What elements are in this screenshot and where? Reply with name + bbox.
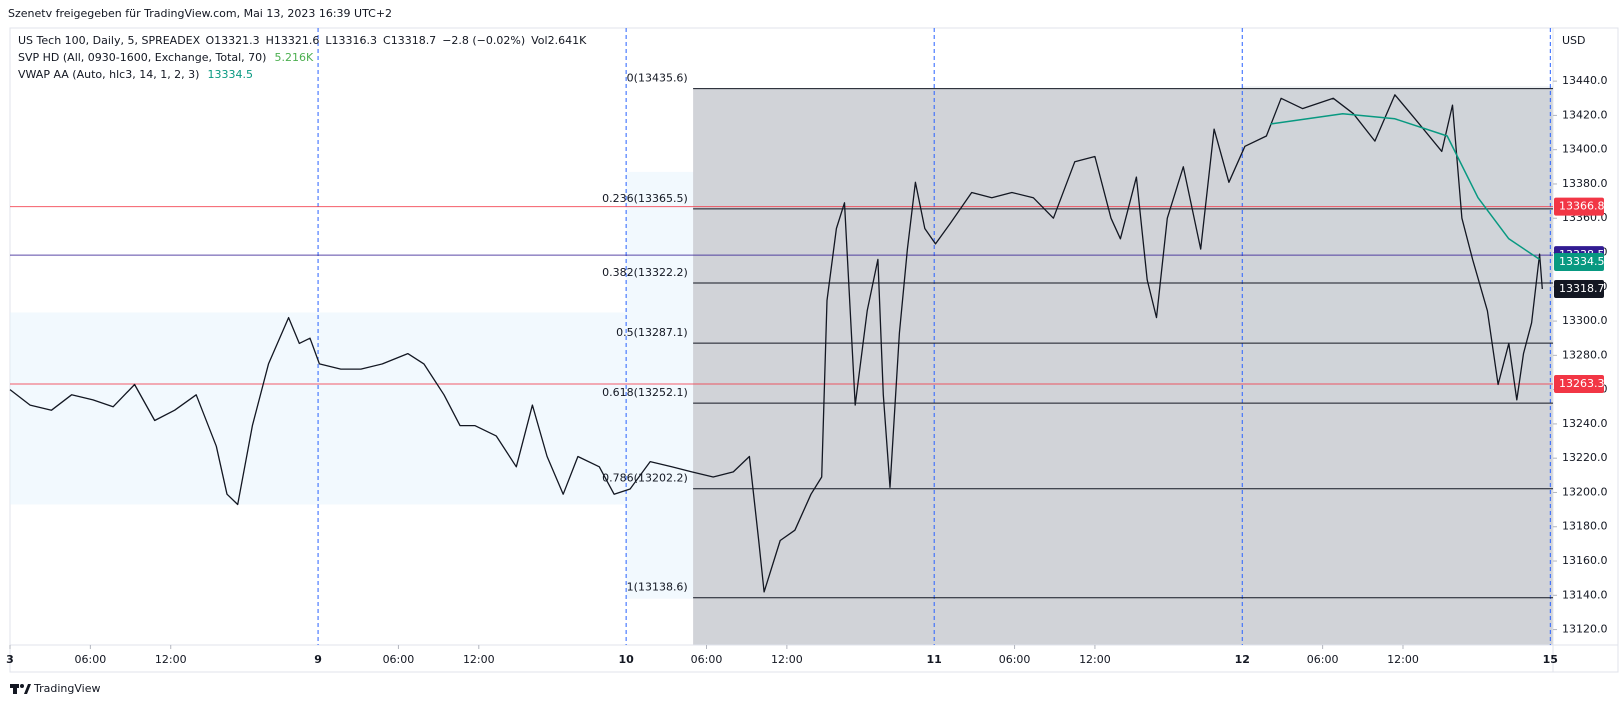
fib-label: 0.618(13252.1): [602, 386, 688, 399]
fib-shade: [693, 88, 1553, 645]
price-tag-label: 13318.7: [1559, 282, 1605, 295]
y-tick-label: 13120.0: [1562, 623, 1608, 636]
indicator-name: VWAP AA (Auto, hlc3, 14, 1, 2, 3): [18, 68, 199, 81]
y-tick-label: 13280.0: [1562, 348, 1608, 361]
indicator-legend: VWAP AA (Auto, hlc3, 14, 1, 2, 3) 13334.5: [18, 68, 253, 81]
series-name: US Tech 100, Daily, 5, SPREADEX: [18, 34, 201, 47]
x-tick-label: 06:00: [999, 653, 1031, 666]
y-tick-label: 13200.0: [1562, 485, 1608, 498]
x-tick-label: 11: [927, 653, 942, 666]
price-line: [9, 94, 1543, 593]
x-tick-label: 12:00: [463, 653, 495, 666]
fib-label: 0.786(13202.2): [602, 472, 688, 485]
ohlc-value: C13318.7: [383, 34, 436, 47]
x-tick-label: 12:00: [771, 653, 803, 666]
fib-label: 0.5(13287.1): [616, 326, 688, 339]
indicator-value: 13334.5: [207, 68, 253, 81]
y-tick-label: 13300.0: [1562, 314, 1608, 327]
price-tag: [1554, 280, 1604, 299]
ohlc-value: O13321.3: [205, 34, 259, 47]
price-tag-label: 13366.8: [1559, 200, 1605, 213]
ohlc-value: H13321.6: [266, 34, 320, 47]
fib-label: 0.382(13322.2): [602, 266, 688, 279]
chart-frame: [9, 27, 1619, 673]
y-tick-label: 13420.0: [1562, 108, 1608, 121]
ohlc-value: Vol2.641K: [531, 34, 587, 47]
logo: [10, 684, 31, 694]
indicator-legend: SVP HD (All, 0930-1600, Exchange, Total,…: [18, 51, 314, 64]
y-tick-label: 13380.0: [1562, 177, 1608, 190]
indicator-name: SVP HD (All, 0930-1600, Exchange, Total,…: [18, 51, 266, 64]
x-tick-label: 3: [6, 653, 14, 666]
x-tick-label: 12:00: [1387, 653, 1419, 666]
price-tag-label: 13263.3: [1559, 377, 1605, 390]
fib-label: 0(13435.6): [627, 72, 688, 85]
vwap-line: [1270, 112, 1541, 261]
footer-brand: TradingView: [33, 682, 100, 695]
x-tick-label: 06:00: [691, 653, 723, 666]
y-tick-label: 13140.0: [1562, 588, 1608, 601]
x-tick-label: 06:00: [75, 653, 107, 666]
share-title: Szenetv freigegeben für TradingView.com,…: [8, 7, 392, 20]
ohlc-value: −2.8 (−0.02%): [442, 34, 525, 47]
price-tag-label: 13334.5: [1559, 255, 1605, 268]
y-tick-label: 13400.0: [1562, 143, 1608, 156]
x-tick-label: 12: [1235, 653, 1250, 666]
y-tick-label: 13160.0: [1562, 554, 1608, 567]
price-tag: [1554, 252, 1604, 271]
y-tick-label: 13440.0: [1562, 74, 1608, 87]
x-tick-label: 06:00: [1307, 653, 1339, 666]
y-tick-label: 13240.0: [1562, 417, 1608, 430]
session-shade: [626, 171, 694, 599]
x-tick-label: 12:00: [155, 653, 187, 666]
x-tick-label: 15: [1543, 653, 1558, 666]
x-tick-label: 10: [618, 653, 634, 666]
price-tag: [1554, 197, 1604, 216]
indicator-value: 5.216K: [274, 51, 313, 64]
x-tick-label: 12:00: [1079, 653, 1111, 666]
legend-main: US Tech 100, Daily, 5, SPREADEX O13321.3 H…: [18, 34, 587, 47]
price-tag: [1554, 374, 1604, 393]
x-tick-label: 06:00: [383, 653, 415, 666]
y-tick-label: 13220.0: [1562, 451, 1608, 464]
currency-label: USD: [1562, 34, 1586, 47]
session-shade: [1242, 86, 1553, 400]
fib-label: 0.236(13365.5): [602, 192, 688, 205]
x-tick-label: 9: [314, 653, 322, 666]
fib-label: 1(13138.6): [627, 581, 688, 594]
y-tick-label: 13180.0: [1562, 520, 1608, 533]
ohlc-value: L13316.3: [325, 34, 377, 47]
